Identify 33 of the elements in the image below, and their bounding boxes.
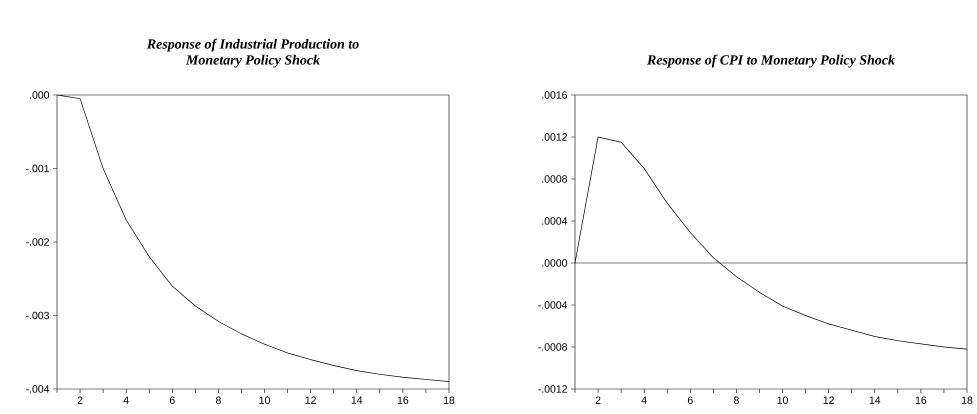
y-tick-label: .0004	[542, 217, 568, 225]
x-tick-label: 12	[824, 396, 834, 404]
x-tick-label: 10	[260, 396, 270, 404]
x-tick-label: 8	[216, 396, 221, 404]
y-tick-label: -.0008	[538, 343, 568, 351]
x-tick-label: 10	[778, 396, 788, 404]
y-tick-label: .000	[30, 91, 50, 99]
x-tick-label: 6	[170, 396, 175, 404]
y-tick-label: -.004	[26, 385, 50, 393]
y-tick-label: -.003	[26, 312, 50, 320]
x-tick-label: 4	[124, 396, 129, 404]
x-tick-label: 16	[916, 396, 926, 404]
x-tick-label: 14	[352, 396, 362, 404]
y-tick-label: -.0012	[538, 385, 567, 393]
x-tick-label: 14	[870, 396, 880, 404]
y-tick-label: .0008	[542, 175, 568, 183]
y-tick-label: .0016	[542, 91, 568, 99]
x-tick-label: 2	[78, 396, 82, 404]
x-tick-label: 6	[688, 396, 693, 404]
x-tick-label: 4	[642, 396, 647, 404]
x-tick-label: 2	[596, 396, 600, 404]
y-tick-label: -.0004	[538, 301, 568, 309]
x-tick-label: 8	[734, 396, 739, 404]
y-tick-label: .0012	[542, 133, 567, 141]
y-tick-label: -.001	[26, 164, 49, 172]
y-tick-label: .0000	[542, 259, 568, 267]
x-tick-label: 18	[444, 396, 454, 404]
y-tick-label: -.002	[26, 238, 49, 246]
x-tick-label: 12	[306, 396, 316, 404]
chart-title: Response of CPI to Monetary Policy Shock	[647, 54, 895, 68]
x-tick-label: 18	[962, 396, 972, 404]
chart-title: Response of Industrial Production to Monetary Policy Shock	[146, 38, 359, 68]
x-tick-label: 16	[398, 396, 408, 404]
